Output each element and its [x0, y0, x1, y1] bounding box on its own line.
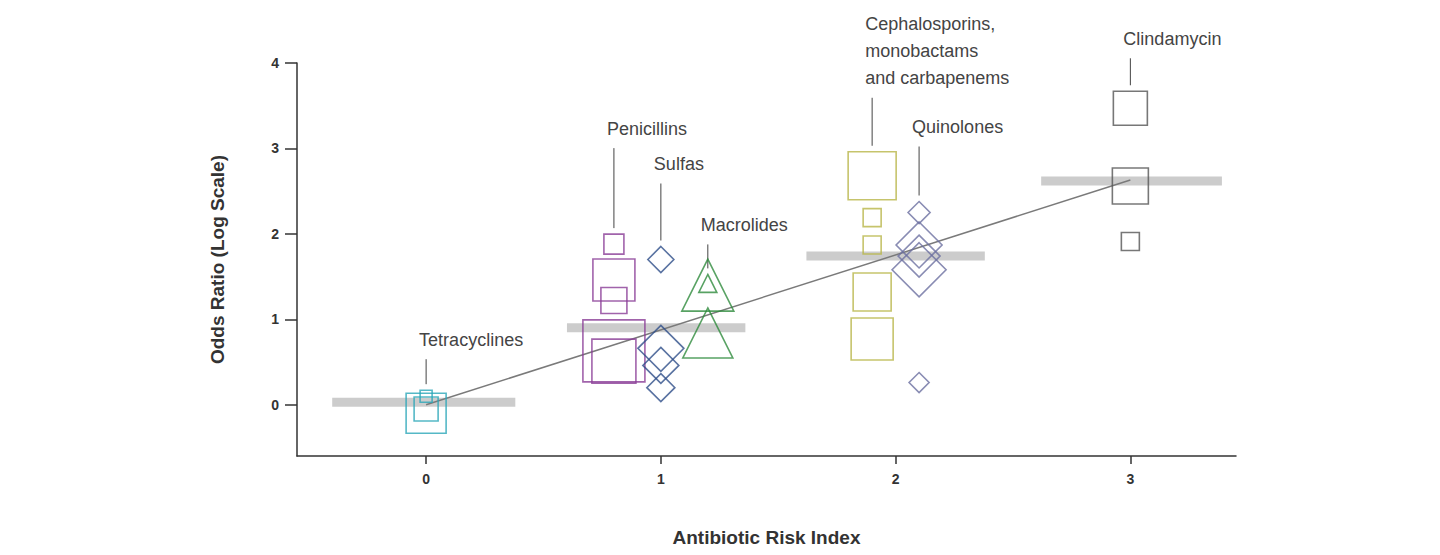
svg-text:and carbapenems: and carbapenems	[865, 68, 1009, 88]
svg-text:3: 3	[1126, 471, 1134, 487]
svg-text:Quinolones: Quinolones	[912, 117, 1003, 137]
svg-text:Cephalosporins,: Cephalosporins,	[865, 14, 995, 34]
svg-text:Macrolides: Macrolides	[701, 215, 788, 235]
svg-text:2: 2	[892, 471, 900, 487]
svg-text:1: 1	[657, 471, 665, 487]
svg-text:Clindamycin: Clindamycin	[1123, 29, 1221, 49]
svg-text:1: 1	[271, 311, 279, 327]
svg-text:3: 3	[271, 140, 279, 156]
svg-text:4: 4	[271, 55, 279, 71]
svg-text:0: 0	[271, 397, 279, 413]
svg-text:Odds Ratio (Log Scale): Odds Ratio (Log Scale)	[207, 155, 228, 364]
svg-text:Antibiotic Risk Index: Antibiotic Risk Index	[673, 527, 861, 548]
svg-text:2: 2	[271, 226, 279, 242]
svg-text:monobactams: monobactams	[865, 41, 978, 61]
svg-text:Sulfas: Sulfas	[654, 154, 704, 174]
svg-text:Penicillins: Penicillins	[607, 119, 687, 139]
svg-text:Tetracyclines: Tetracyclines	[419, 330, 523, 350]
svg-text:0: 0	[422, 471, 430, 487]
